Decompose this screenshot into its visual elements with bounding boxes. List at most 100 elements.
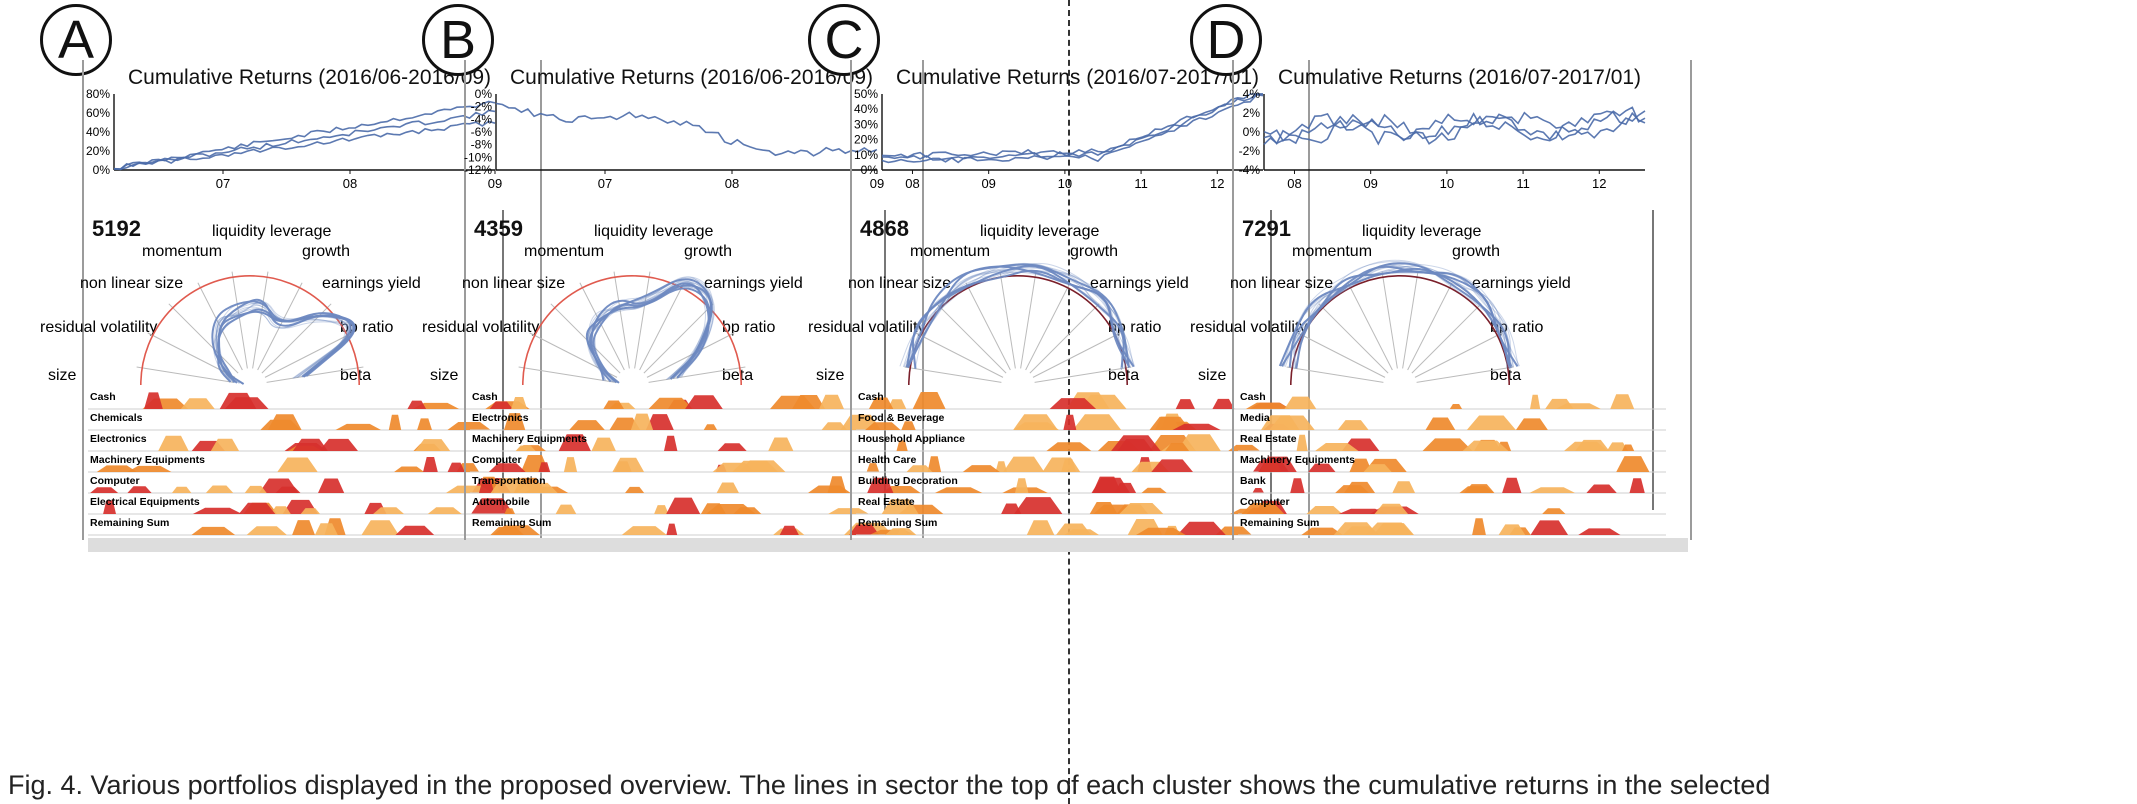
industry-weight-blob — [1258, 456, 1297, 472]
industry-label: Building Decoration — [858, 475, 958, 487]
y-tick-label: -12% — [464, 163, 492, 177]
factor-profile-curve — [899, 262, 1136, 367]
industry-weight-blob — [1335, 485, 1370, 493]
y-tick-label: -6% — [471, 125, 493, 139]
cumulative-returns-chart: 50%40%30%20%10%0%08 09 10 11 12 — [854, 87, 1264, 191]
factor-label: leverage — [270, 223, 331, 240]
panel-frame-middle — [502, 210, 504, 510]
industry-weight-blob — [1165, 443, 1190, 451]
industry-weight-blob — [1563, 441, 1608, 451]
factor-label: growth — [1070, 243, 1118, 260]
industry-label: Electrical Equipments — [90, 496, 200, 508]
industry-weight-blob — [1363, 464, 1392, 472]
cluster-count: 7291 — [1242, 216, 1291, 241]
industry-weight-blob — [96, 465, 137, 472]
radar-axis — [136, 366, 234, 383]
industry-label: Machinery Equipments — [1240, 454, 1355, 466]
y-tick-label: 0% — [861, 163, 879, 177]
industry-weight-blob — [319, 438, 358, 451]
industry-weight-blob — [868, 397, 894, 409]
industry-weight-blob — [180, 398, 215, 409]
panel-title: Cumulative Returns (2016/07-2017/01) — [896, 66, 1260, 89]
factor-label: liquidity — [1362, 223, 1415, 240]
industry-weight-blob — [819, 394, 844, 409]
factor-profile-curve — [218, 311, 350, 385]
industry-weight-blob — [205, 485, 234, 493]
industry-weight-blob — [1252, 488, 1265, 493]
industry-weight-blob — [192, 507, 243, 514]
panel-badge: C — [808, 4, 880, 76]
x-tick-label: 12 — [1592, 176, 1606, 191]
industry-weight-blob — [1015, 478, 1029, 493]
radar-axis — [1402, 271, 1419, 369]
factor-label: non linear size — [1230, 275, 1333, 292]
factor-label: non linear size — [848, 275, 951, 292]
industry-label: Computer — [472, 454, 522, 466]
factor-label: momentum — [524, 243, 604, 260]
industry-weight-blob — [666, 523, 678, 535]
industry-weight-blob — [1616, 456, 1650, 472]
x-tick-label: 09 — [1363, 176, 1377, 191]
industry-weight-blob — [881, 499, 919, 514]
y-tick-label: 20% — [86, 144, 110, 158]
radar-axis — [518, 366, 616, 383]
factor-label: size — [430, 367, 459, 384]
industry-weight-blob — [1063, 414, 1077, 430]
industry-weight-blob — [664, 435, 678, 451]
industry-weight-blob — [1177, 521, 1226, 535]
x-tick-label: 10 — [1440, 176, 1454, 191]
radar-axis — [1347, 282, 1393, 371]
y-tick-label: -4% — [1239, 163, 1261, 177]
factor-label: size — [48, 367, 77, 384]
industry-weight-blob — [1466, 415, 1516, 430]
industry-weight-blob — [603, 400, 624, 409]
radar-axis — [579, 282, 625, 371]
factor-label: size — [1198, 367, 1227, 384]
factor-label: leverage — [1420, 223, 1481, 240]
factor-label: bp ratio — [722, 319, 775, 336]
panel-d: D Cumulative Returns (2016/07-2017/01) 4… — [1190, 0, 1710, 560]
industry-weight-blob — [300, 508, 321, 514]
industry-weight-blob — [867, 477, 894, 493]
industry-weight-blob — [246, 526, 287, 535]
factor-label: momentum — [142, 243, 222, 260]
industry-label: Cash — [858, 391, 884, 403]
industry-weight-blob — [144, 392, 163, 409]
industry-weight-blob — [417, 418, 432, 430]
radar-axis — [1029, 303, 1100, 374]
industry-weight-blob — [1056, 523, 1092, 535]
industry-weight-blob — [210, 438, 240, 451]
industry-weight-blob — [591, 437, 616, 451]
y-tick-label: 50% — [854, 87, 878, 101]
industry-label: Remaining Sum — [1240, 517, 1319, 529]
industry-weight-blob — [479, 478, 495, 493]
factor-radar-chart: liquidity leverage momentum growth non linea… — [40, 223, 421, 386]
industry-weight-blob — [1586, 484, 1617, 493]
industry-weight-blob — [388, 414, 402, 430]
industry-label: Health Care — [858, 454, 917, 466]
factor-profile-curve — [1292, 269, 1511, 369]
x-tick-label: 08 — [725, 176, 739, 191]
y-tick-label: 20% — [854, 133, 878, 147]
industry-weight-blob — [1136, 527, 1186, 535]
industry-weight-blob — [1606, 442, 1629, 451]
industry-weight-blob — [712, 462, 756, 472]
industry-weight-blob — [821, 422, 848, 430]
y-tick-label: 10% — [854, 148, 878, 162]
industry-weight-blob — [1013, 422, 1060, 430]
industry-weight-blob — [685, 395, 723, 409]
return-series-line — [1263, 110, 1646, 145]
industry-weight-blob — [1003, 456, 1045, 472]
industry-weight-blob — [103, 500, 116, 514]
radar-axis — [1407, 282, 1453, 371]
panel-frame-left — [850, 60, 852, 540]
radar-axis — [646, 332, 735, 378]
radar-axis — [1411, 303, 1482, 374]
cluster-count: 4868 — [860, 216, 909, 241]
factor-profile-curve — [211, 300, 352, 385]
factor-profile-curve — [1294, 272, 1520, 369]
radar-axis — [252, 271, 269, 369]
radar-axis — [1020, 271, 1037, 369]
bottom-bar — [470, 538, 920, 552]
industry-weight-blob — [1177, 434, 1221, 451]
